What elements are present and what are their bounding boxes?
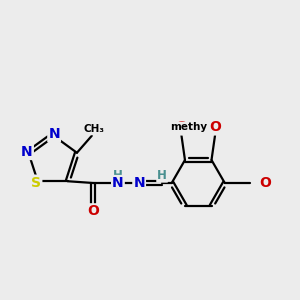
Text: O: O: [259, 176, 271, 190]
Text: N: N: [112, 176, 124, 190]
Text: H: H: [157, 169, 167, 182]
Text: O: O: [209, 121, 221, 134]
Text: methyl2: methyl2: [170, 122, 218, 133]
Text: O: O: [87, 204, 99, 218]
Text: CH₃: CH₃: [84, 124, 105, 134]
Text: O: O: [176, 121, 188, 134]
Text: S: S: [31, 176, 41, 190]
Text: N: N: [48, 128, 60, 141]
Text: N: N: [133, 176, 145, 190]
Text: N: N: [21, 145, 33, 159]
Text: H: H: [113, 169, 123, 182]
